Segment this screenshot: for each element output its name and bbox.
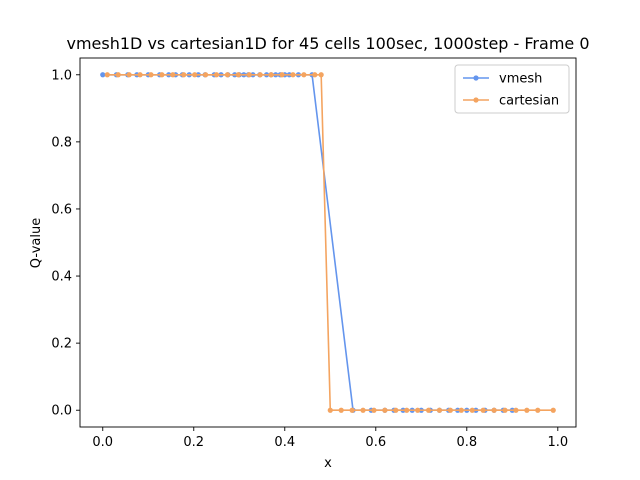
data-point-cartesian — [126, 72, 132, 78]
data-point-cartesian — [104, 72, 110, 78]
data-point-cartesian — [159, 72, 165, 78]
y-tick-label: 1.0 — [51, 68, 72, 83]
data-point-cartesian — [524, 407, 530, 413]
x-axis-label: x — [324, 456, 332, 471]
data-point-cartesian — [447, 407, 454, 413]
legend-label: cartesian — [499, 94, 559, 109]
data-point-cartesian — [371, 407, 377, 413]
x-tick-label: 0.8 — [456, 435, 477, 450]
x-tick-label: 1.0 — [547, 435, 568, 450]
series-layer — [100, 72, 556, 413]
x-tick-label: 0.2 — [183, 435, 204, 450]
data-point-cartesian — [425, 407, 432, 413]
data-point-cartesian — [436, 407, 443, 413]
y-tick-label: 0.0 — [51, 404, 72, 419]
data-point-cartesian — [148, 72, 154, 78]
legend-label: vmesh — [499, 72, 542, 87]
y-tick-label: 0.2 — [51, 337, 72, 352]
y-tick-label: 0.6 — [51, 202, 72, 217]
legend-box — [454, 64, 570, 114]
x-tick-label: 0.0 — [92, 435, 113, 450]
data-point-cartesian — [268, 72, 274, 78]
data-point-vmesh — [100, 72, 106, 78]
data-point-cartesian — [279, 72, 285, 78]
data-point-cartesian — [404, 407, 410, 413]
plot-background — [80, 58, 576, 427]
legend-swatch-marker — [473, 75, 479, 81]
data-point-cartesian — [338, 407, 344, 413]
y-axis-label: Q-value — [29, 218, 44, 268]
legend-item-cartesian: cartesian — [463, 94, 559, 109]
data-point-cartesian — [312, 72, 318, 78]
data-point-cartesian — [502, 407, 508, 413]
data-point-cartesian — [458, 407, 464, 413]
data-point-cartesian — [550, 407, 556, 413]
data-point-cartesian — [213, 72, 220, 78]
data-point-cartesian — [301, 72, 307, 78]
data-point-cartesian — [181, 72, 187, 78]
data-point-cartesian — [349, 407, 355, 413]
data-point-cartesian — [491, 407, 497, 413]
data-point-cartesian — [192, 72, 198, 78]
data-point-cartesian — [290, 72, 296, 78]
axes-frame — [79, 57, 577, 428]
legend-item-vmesh: vmesh — [463, 72, 542, 87]
y-tick-label: 0.8 — [51, 135, 72, 150]
legend: vmesh cartesian — [454, 64, 570, 114]
data-point-cartesian — [235, 72, 241, 78]
data-point-cartesian — [393, 407, 399, 413]
data-point-cartesian — [246, 72, 252, 78]
data-point-cartesian — [480, 407, 486, 413]
data-point-cartesian — [535, 407, 541, 413]
y-tick-label: 0.4 — [51, 270, 72, 285]
data-point-cartesian — [415, 407, 421, 413]
data-point-cartesian — [115, 72, 121, 78]
data-point-cartesian — [327, 407, 333, 413]
data-point-cartesian — [513, 407, 519, 413]
data-point-cartesian — [170, 72, 176, 78]
data-point-cartesian — [202, 72, 209, 78]
data-point-cartesian — [469, 407, 475, 413]
data-point-cartesian — [360, 407, 366, 413]
legend-swatch-marker — [473, 97, 479, 103]
axes-layer: 0.0 0.2 0.4 0.6 0.8 1.0 0.0 0.2 0.4 0.6 0.8 1.0 — [51, 57, 577, 450]
data-point-cartesian — [137, 72, 143, 78]
data-point-cartesian — [318, 72, 324, 78]
chart-title: vmesh1D vs cartesian1D for 45 cells 100s… — [66, 34, 589, 53]
data-point-cartesian — [257, 72, 263, 78]
x-tick-label: 0.6 — [365, 435, 386, 450]
plot-area — [80, 58, 576, 427]
x-tick-label: 0.4 — [274, 435, 295, 450]
series-cartesian — [104, 72, 556, 413]
data-point-cartesian — [224, 72, 231, 78]
data-point-cartesian — [382, 407, 388, 413]
